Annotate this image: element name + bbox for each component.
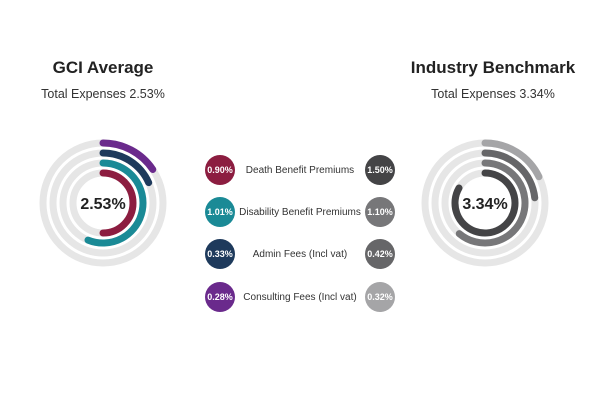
- gci-average-title: GCI Average: [52, 58, 154, 77]
- industry-benchmark-title: Industry Benchmark: [410, 58, 576, 77]
- benchmark-disability-benefit-badge: 1.10%: [365, 197, 395, 227]
- legend-label-admin-fees: Admin Fees (Incl vat): [252, 248, 348, 260]
- legend-label-death-benefit: Death Benefit Premiums: [245, 164, 355, 176]
- legend-row-disability-benefit: 1.01% Disability Benefit Premiums 1.10%: [205, 197, 395, 227]
- gci-average-radial-chart: 2.53%: [39, 139, 167, 267]
- benchmark-arc-consulting-fees-incl-vat: [481, 139, 543, 181]
- legend-row-admin-fees: 0.33% Admin Fees (Incl vat) 0.42%: [205, 239, 395, 269]
- gci-arc-consulting-fees-incl-vat: [99, 139, 157, 173]
- legend-label-consulting-fees: Consulting Fees (Incl vat): [243, 291, 357, 303]
- benchmark-admin-fees-badge: 0.42%: [365, 239, 395, 269]
- benchmark-consulting-fees-badge: 0.32%: [365, 282, 395, 312]
- gci-admin-fees-badge: 0.33%: [205, 239, 235, 269]
- gci-arc-admin-fees-incl-vat: [99, 149, 153, 187]
- gci-arc-disability-benefit-premiums: [84, 159, 147, 247]
- industry-benchmark-center-label: 3.34%: [462, 196, 507, 213]
- legend-label-disability-benefit: Disability Benefit Premiums: [239, 206, 361, 218]
- legend-row-consulting-fees: 0.28% Consulting Fees (Incl vat) 0.32%: [205, 282, 395, 312]
- gci-death-benefit-badge: 0.90%: [205, 155, 235, 185]
- gci-average-subtitle: Total Expenses 2.53%: [41, 87, 165, 101]
- benchmark-arc-admin-fees-incl-vat: [481, 149, 539, 202]
- gci-arc-death-benefit-premiums: [99, 169, 137, 237]
- legend-row-death-benefit: 0.90% Death Benefit Premiums 1.50%: [205, 155, 395, 185]
- benchmark-death-benefit-badge: 1.50%: [365, 155, 395, 185]
- benchmark-arc-disability-benefit-premiums: [455, 159, 529, 247]
- industry-benchmark-radial-chart: 3.34%: [421, 139, 549, 267]
- gci-average-center-label: 2.53%: [80, 196, 125, 213]
- gci-consulting-fees-badge: 0.28%: [205, 282, 235, 312]
- gci-disability-benefit-badge: 1.01%: [205, 197, 235, 227]
- benchmark-arc-death-benefit-premiums: [451, 169, 519, 237]
- industry-benchmark-subtitle: Total Expenses 3.34%: [431, 87, 555, 101]
